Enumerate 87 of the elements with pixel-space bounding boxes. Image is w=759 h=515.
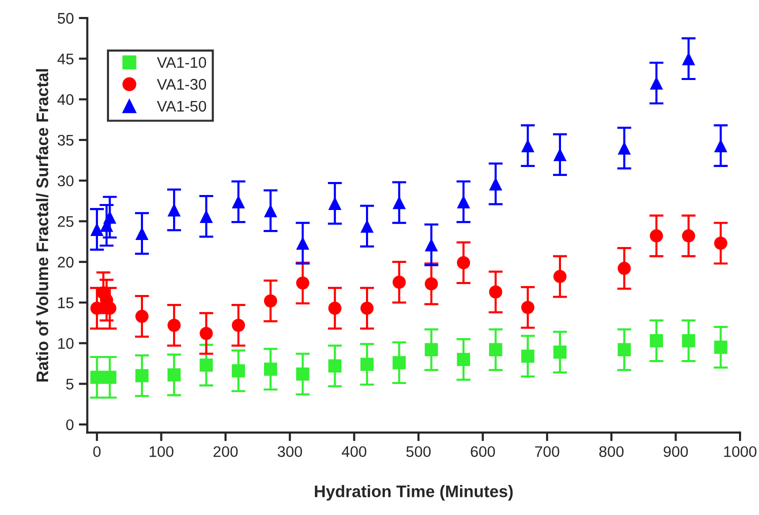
point bbox=[264, 204, 278, 218]
point bbox=[650, 229, 664, 242]
point bbox=[521, 350, 534, 363]
point bbox=[682, 229, 696, 242]
point bbox=[521, 139, 534, 152]
point bbox=[618, 262, 631, 275]
point bbox=[714, 340, 728, 354]
y-tick-label: 20 bbox=[58, 256, 74, 268]
point bbox=[90, 370, 104, 384]
point bbox=[553, 148, 567, 162]
point bbox=[232, 364, 245, 378]
y-tick-label: 0 bbox=[66, 419, 74, 430]
point bbox=[135, 226, 149, 240]
point bbox=[424, 277, 438, 290]
x-tick-label: 700 bbox=[535, 446, 560, 458]
x-tick-label: 600 bbox=[470, 446, 495, 458]
x-tick-label: 500 bbox=[406, 446, 431, 458]
point bbox=[360, 358, 374, 371]
point bbox=[200, 210, 213, 223]
y-axis-title: Ratio of Volume Fractal/ Surface Fractal bbox=[36, 69, 48, 382]
legend-label: VA1-10 bbox=[156, 57, 206, 68]
point bbox=[168, 318, 181, 332]
point bbox=[168, 368, 181, 382]
y-tick-label: 10 bbox=[58, 338, 74, 349]
point bbox=[682, 334, 696, 348]
point bbox=[650, 334, 664, 348]
legend-label: VA1-30 bbox=[156, 78, 206, 90]
point bbox=[618, 142, 631, 155]
point bbox=[360, 302, 374, 315]
y-tick-label: 30 bbox=[58, 175, 74, 186]
point bbox=[489, 285, 502, 299]
point bbox=[424, 343, 438, 356]
legend-label: VA1-50 bbox=[156, 100, 206, 112]
x-tick-label: 1000 bbox=[724, 446, 756, 458]
point bbox=[296, 236, 310, 250]
point bbox=[264, 294, 278, 308]
x-tick-label: 200 bbox=[214, 446, 238, 458]
point bbox=[456, 195, 470, 208]
point bbox=[650, 76, 664, 90]
point bbox=[328, 302, 342, 315]
x-tick-label: 400 bbox=[342, 446, 366, 458]
x-tick-label: 100 bbox=[150, 446, 174, 458]
x-tick-label: 800 bbox=[599, 446, 624, 458]
point bbox=[714, 139, 728, 152]
x-tick-label: 300 bbox=[278, 446, 302, 458]
point bbox=[103, 370, 116, 384]
point bbox=[232, 195, 245, 208]
point bbox=[90, 222, 104, 236]
point bbox=[296, 367, 310, 381]
point bbox=[90, 302, 104, 315]
y-tick-label: 35 bbox=[58, 134, 74, 146]
point bbox=[232, 318, 245, 332]
point bbox=[392, 196, 406, 210]
point bbox=[296, 276, 310, 290]
point bbox=[618, 343, 631, 356]
point bbox=[456, 256, 470, 270]
point bbox=[714, 236, 728, 250]
point bbox=[682, 52, 696, 66]
y-tick-label: 50 bbox=[58, 12, 74, 24]
point bbox=[135, 369, 149, 382]
point bbox=[103, 210, 116, 224]
point bbox=[553, 346, 567, 359]
point bbox=[328, 196, 342, 210]
point bbox=[360, 220, 374, 233]
y-tick-label: 5 bbox=[66, 378, 74, 390]
point bbox=[456, 352, 470, 366]
y-tick-label: 40 bbox=[57, 94, 74, 105]
point bbox=[200, 326, 213, 340]
point bbox=[200, 358, 213, 372]
point bbox=[168, 203, 181, 216]
point bbox=[392, 276, 406, 289]
x-axis-title: Hydration Time (Minutes) bbox=[314, 485, 513, 501]
y-tick-label: 25 bbox=[58, 216, 74, 227]
point bbox=[392, 356, 406, 370]
point bbox=[521, 300, 534, 314]
point bbox=[135, 310, 149, 323]
x-tick-label: 0 bbox=[93, 446, 101, 458]
y-tick-label: 15 bbox=[58, 298, 74, 308]
x-tick-label: 900 bbox=[664, 446, 688, 458]
point bbox=[328, 359, 342, 373]
point bbox=[553, 270, 567, 284]
y-tick-label: 45 bbox=[57, 54, 74, 64]
point bbox=[264, 362, 278, 376]
point bbox=[424, 238, 438, 252]
point bbox=[489, 343, 502, 356]
point bbox=[489, 177, 502, 190]
point bbox=[103, 302, 116, 315]
